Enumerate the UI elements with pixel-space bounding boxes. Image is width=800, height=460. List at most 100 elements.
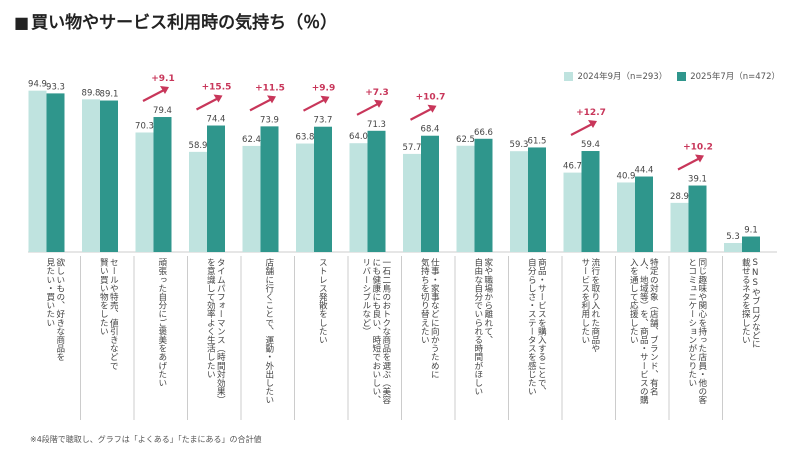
increase-arrow-12 — [677, 156, 702, 171]
bar-2024-9 — [510, 151, 528, 252]
legend-label-2025: 2025年7月（n=472） — [690, 72, 780, 82]
bar-2024-8 — [456, 145, 475, 252]
data-label-2024-5: 63.8 — [296, 133, 315, 143]
category-label-2: 頑張った自分にご褒美をあげたい — [156, 258, 167, 387]
data-label-2025-8: 66.6 — [474, 128, 493, 138]
bar-2025-7 — [421, 135, 439, 252]
data-label-2024-13: 5.3 — [726, 232, 740, 242]
data-label-2025-0: 93.3 — [46, 82, 65, 92]
bar-2024-10 — [563, 172, 582, 252]
increase-arrow-4 — [249, 97, 274, 112]
increase-label-5: +9.9 — [312, 84, 335, 94]
bar-2025-5 — [314, 126, 332, 252]
increase-label-6: +7.3 — [365, 88, 388, 98]
bar-2025-13 — [742, 236, 760, 252]
data-label-2024-0: 94.9 — [28, 80, 47, 90]
bar-2025-6 — [367, 130, 386, 252]
increase-arrowhead-2 — [160, 86, 169, 95]
data-label-2025-2: 79.4 — [153, 106, 172, 116]
category-label-9: 商品・サービスを購入することで、 自分らしさ・ステータスを感じたい — [526, 258, 547, 396]
increase-label-2: +9.1 — [151, 74, 174, 84]
bar-2024-1 — [82, 99, 100, 252]
bar-2025-4 — [260, 126, 279, 252]
bar-2025-11 — [635, 176, 653, 252]
data-label-2025-1: 89.1 — [100, 90, 119, 100]
bar-2025-12 — [688, 185, 707, 252]
data-label-2024-1: 89.8 — [82, 88, 101, 98]
category-label-0: 欲しいもの、好きな商品を 見たい・買いたい — [44, 258, 65, 362]
chart-title-text: 買い物やサービス利用時の気持ち（％） — [31, 13, 338, 33]
category-label-6: 一石二鳥のおトクな商品を選ぶ（美容 にも健康にも良い、時短でおいしい、 リバーシ… — [360, 258, 391, 405]
increase-label-12: +10.2 — [683, 143, 713, 153]
data-label-2024-7: 57.7 — [403, 143, 422, 153]
increase-arrow-3 — [195, 96, 221, 111]
increase-arrowhead-7 — [427, 104, 437, 113]
legend-item-2024: 2024年9月（n=293） — [564, 70, 667, 82]
category-label-11: 特定の対象（店舗、ブランド、有名 人、地域等）を、商品・サービスの購 入を通して… — [628, 258, 659, 405]
bar-2024-3 — [189, 151, 207, 252]
bar-2024-4 — [242, 145, 261, 252]
bar-2024-5 — [296, 143, 314, 252]
data-label-2025-11: 44.4 — [635, 166, 654, 176]
legend-item-2025: 2025年7月（n=472） — [677, 70, 780, 82]
bar-2024-0 — [28, 90, 47, 252]
increase-arrow-10 — [570, 122, 595, 136]
bar-2025-9 — [528, 147, 546, 252]
bar-2024-12 — [670, 202, 689, 252]
bar-2024-11 — [617, 182, 635, 252]
data-label-2024-8: 62.5 — [456, 135, 475, 145]
data-label-2025-10: 59.4 — [581, 140, 600, 150]
bar-2025-3 — [207, 125, 225, 252]
category-label-3: タイムパフォーマンス（時間対効果） を意識して効率よく生活したい — [205, 258, 226, 405]
increase-arrowhead-12 — [695, 154, 704, 163]
increase-arrowhead-6 — [374, 99, 383, 108]
data-label-2025-5: 73.7 — [314, 116, 333, 126]
bar-2025-8 — [474, 138, 493, 252]
bar-2025-2 — [153, 117, 172, 253]
data-label-2024-6: 64.0 — [349, 132, 368, 142]
bar-2024-6 — [349, 143, 368, 252]
bar-2025-10 — [581, 151, 600, 252]
data-label-2025-7: 68.4 — [421, 125, 440, 135]
legend-label-2024: 2024年9月（n=293） — [577, 72, 668, 82]
data-label-2025-12: 39.1 — [688, 175, 707, 185]
data-label-2024-3: 58.9 — [189, 141, 208, 151]
chart-title: ■ 買い物やサービス利用時の気持ち（％） — [14, 8, 337, 33]
footnote: ※4段階で聴取し、グラフは「よくある」「たまにある」の合計値 — [30, 435, 262, 444]
data-label-2025-13: 9.1 — [744, 226, 758, 236]
increase-arrowhead-5 — [320, 95, 330, 104]
data-label-2025-3: 74.4 — [207, 115, 226, 125]
category-label-8: 家や職場から離れて、 自由な自分でいられる時間がほしい — [472, 258, 493, 396]
category-label-1: セールや特売、値引きなどで 賢い買い物をしたい — [98, 258, 119, 370]
increase-arrow-5 — [302, 97, 328, 112]
category-label-10: 流行を取り入れた商品や サービスを利用したい — [579, 258, 600, 353]
category-label-12: 同じ趣味や関心を持った店員・他の客 とコミュニケーションがとりたい — [686, 258, 707, 405]
category-label-4: 店舗に行くことで、運動・外出したい — [263, 258, 274, 405]
data-label-2024-11: 40.9 — [617, 171, 636, 181]
increase-arrowhead-4 — [267, 95, 276, 104]
increase-arrowhead-3 — [213, 94, 223, 103]
data-label-2025-9: 61.5 — [528, 136, 547, 146]
category-label-13: SNSやブログなどに 載せるネタを探したい — [740, 258, 761, 349]
bar-2025-1 — [100, 100, 118, 252]
data-label-2024-4: 62.4 — [242, 135, 261, 145]
increase-arrowhead-10 — [588, 120, 597, 129]
increase-label-4: +11.5 — [255, 83, 285, 93]
data-label-2024-12: 28.9 — [670, 192, 689, 202]
legend-swatch-2024 — [564, 71, 574, 81]
category-label-7: 仕事・家事などに向かうために 気持ちを切り替えたい — [419, 258, 440, 379]
data-label-2024-10: 46.7 — [563, 162, 582, 172]
increase-arrow-6 — [356, 101, 381, 116]
title-square-icon: ■ — [14, 13, 30, 32]
bar-2024-13 — [724, 242, 742, 252]
legend-swatch-2025 — [677, 71, 687, 81]
bar-2024-2 — [135, 132, 154, 252]
increase-arrow-2 — [142, 88, 167, 102]
increase-label-7: +10.7 — [416, 93, 446, 103]
bar-2024-7 — [403, 153, 421, 252]
data-label-2025-4: 73.9 — [260, 115, 279, 125]
data-label-2024-2: 70.3 — [135, 121, 154, 131]
category-label-5: ストレス発散をしたい — [317, 258, 328, 344]
data-label-2025-6: 71.3 — [367, 120, 386, 130]
